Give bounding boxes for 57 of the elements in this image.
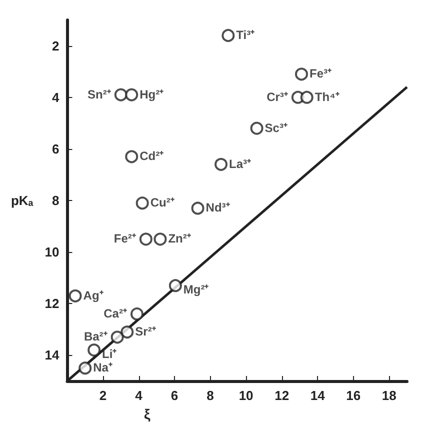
x-tick-label: 10 bbox=[238, 388, 254, 403]
annotation: Cr³⁺ bbox=[266, 90, 288, 104]
point bbox=[191, 202, 204, 215]
point bbox=[88, 344, 101, 357]
point bbox=[114, 88, 128, 102]
point bbox=[68, 289, 82, 302]
point bbox=[139, 232, 152, 246]
y-tick-label: 14 bbox=[44, 348, 60, 363]
x-tick-label: 6 bbox=[170, 388, 178, 403]
annotation: Ba²⁺ bbox=[84, 330, 108, 344]
point bbox=[125, 88, 138, 102]
point bbox=[214, 158, 228, 171]
annotation: La³⁺ bbox=[229, 156, 252, 171]
x-tick-label: 16 bbox=[346, 388, 361, 403]
annotation: Sr²⁺ bbox=[135, 324, 156, 339]
y-tick-label: 10 bbox=[44, 244, 60, 260]
x-axis-title: ξ bbox=[144, 406, 151, 422]
x-tick-label: 12 bbox=[274, 388, 290, 403]
x-tick-label: 4 bbox=[135, 388, 144, 403]
annotation: Nd³⁺ bbox=[206, 200, 230, 215]
point bbox=[168, 279, 182, 292]
y-tick-label: 2 bbox=[52, 38, 60, 54]
annotation: Sn²⁺ bbox=[88, 87, 111, 102]
point bbox=[110, 330, 124, 344]
y-axis-title: pKₐ bbox=[10, 193, 34, 208]
point bbox=[78, 362, 92, 375]
y-tick-label: 8 bbox=[52, 193, 60, 208]
annotation: Fe³⁺ bbox=[309, 66, 332, 81]
annotation: Hg²⁺ bbox=[140, 87, 164, 102]
x-tick-label: 14 bbox=[310, 388, 326, 403]
annotation: Ag⁺ bbox=[83, 288, 104, 302]
x-tick-label: 8 bbox=[206, 388, 214, 403]
point bbox=[120, 326, 134, 339]
point bbox=[300, 90, 314, 104]
annotation: Ca²⁺ bbox=[104, 306, 127, 320]
y-tick-label: 4 bbox=[52, 90, 60, 105]
point bbox=[130, 307, 144, 320]
y-tick-label: 6 bbox=[52, 141, 60, 156]
point bbox=[222, 28, 235, 42]
annotation: Cd²⁺ bbox=[140, 149, 164, 164]
annotation: Ti³⁺ bbox=[236, 28, 255, 42]
point bbox=[125, 150, 138, 164]
y-tick-label: 12 bbox=[44, 296, 60, 312]
annotation: Cu²⁺ bbox=[150, 196, 174, 210]
x-tick-label: 2 bbox=[99, 388, 107, 403]
point bbox=[154, 232, 167, 246]
annotation: Th⁴⁺ bbox=[314, 90, 340, 104]
annotation: Sc³⁺ bbox=[264, 120, 288, 135]
annotation: Li⁺ bbox=[102, 347, 117, 362]
x-tick-label: 18 bbox=[382, 388, 396, 403]
annotation: Zn²⁺ bbox=[168, 232, 191, 246]
annotation: Fe²⁺ bbox=[114, 232, 136, 246]
annotation: Na⁺ bbox=[93, 360, 112, 375]
point bbox=[250, 122, 264, 135]
point bbox=[295, 68, 308, 81]
annotation: Mg²⁺ bbox=[183, 282, 209, 297]
point bbox=[136, 196, 149, 210]
